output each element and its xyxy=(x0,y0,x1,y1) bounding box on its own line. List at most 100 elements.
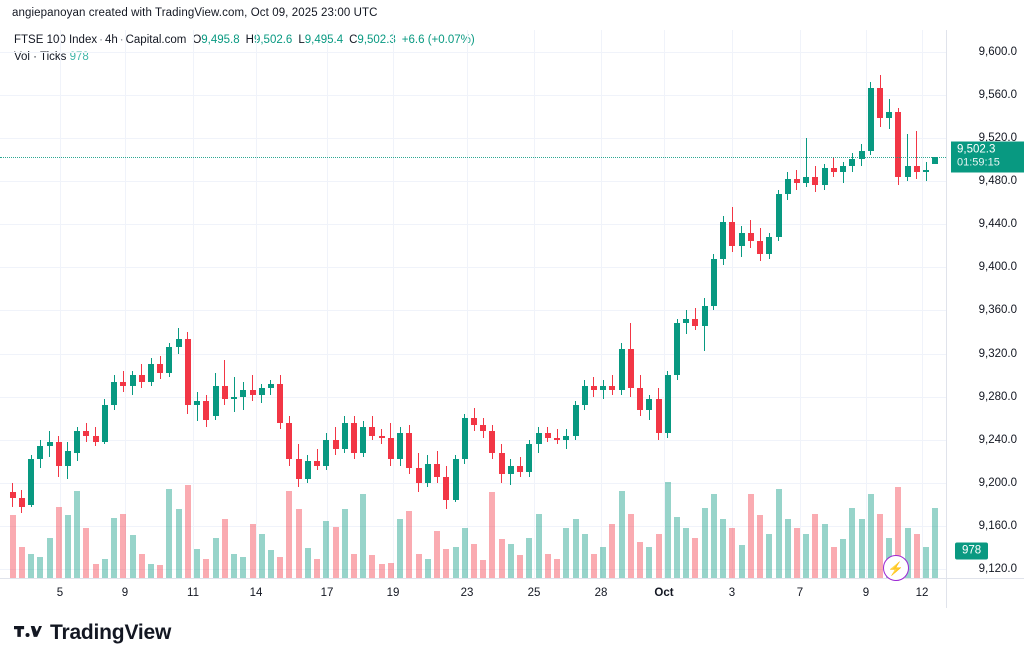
candlestick xyxy=(849,30,856,578)
candlestick xyxy=(277,30,284,578)
volume-bar xyxy=(692,538,699,578)
candlestick xyxy=(74,30,81,578)
volume-bar xyxy=(720,519,727,578)
chart-plot-area[interactable] xyxy=(0,30,946,578)
candle-body xyxy=(83,431,90,436)
candlestick xyxy=(434,30,441,578)
legend-exchange[interactable]: Capital.com xyxy=(125,34,187,46)
vertical-gridline xyxy=(327,30,328,578)
horizontal-gridline xyxy=(0,94,946,96)
current-price-badge[interactable]: 9,502.3 01:59:15 xyxy=(951,141,1024,173)
legend-main-row: FTSE 100 Index · 4h · Capital.com O9,495.8 H9,… xyxy=(14,34,475,46)
candle-body xyxy=(397,433,404,460)
volume-bar xyxy=(812,513,819,578)
candle-body xyxy=(314,461,321,466)
candle-body xyxy=(249,390,256,395)
volume-bar xyxy=(923,547,930,578)
candle-body xyxy=(46,442,53,447)
volume-bar xyxy=(351,554,358,578)
candlestick xyxy=(609,30,616,578)
candlestick xyxy=(821,30,828,578)
volume-bar xyxy=(849,508,856,578)
horizontal-gridline xyxy=(0,181,946,183)
candlestick xyxy=(692,30,699,578)
candle-body xyxy=(600,385,607,391)
candlestick xyxy=(452,30,459,578)
time-axis-tick: 5 xyxy=(56,587,64,599)
legend-interval[interactable]: 4h xyxy=(104,34,118,46)
volume-bar xyxy=(18,547,25,578)
candle-body xyxy=(277,383,284,423)
horizontal-gridline xyxy=(0,224,946,226)
volume-bar xyxy=(867,493,874,578)
candle-body xyxy=(498,452,505,475)
candlestick xyxy=(258,30,265,578)
candlestick xyxy=(471,30,477,578)
lightning-bolt-icon[interactable]: ⚡ xyxy=(883,555,909,581)
price-axis-tick: 9,240.0 xyxy=(978,433,1017,446)
candle-body xyxy=(517,465,524,473)
bolt-glyph: ⚡ xyxy=(887,560,905,576)
candlestick xyxy=(517,30,524,578)
candlestick xyxy=(83,30,90,578)
candle-body xyxy=(526,444,533,473)
candle-body xyxy=(655,398,662,434)
tradingview-logo[interactable]: TradingView xyxy=(14,621,171,645)
candle-wick xyxy=(316,448,318,471)
volume-bar xyxy=(489,492,496,578)
vertical-gridline xyxy=(922,30,923,578)
candle-body xyxy=(554,437,561,440)
volume-bar xyxy=(249,523,256,578)
volume-bar xyxy=(443,549,450,578)
candle-body xyxy=(701,306,708,326)
candlestick xyxy=(64,30,71,578)
candle-body xyxy=(258,388,265,395)
candlestick xyxy=(895,30,902,578)
legend-volume-label[interactable]: Vol · Ticks xyxy=(14,51,67,63)
candle-body xyxy=(480,424,487,432)
horizontal-gridline xyxy=(0,267,946,269)
volume-bar xyxy=(314,559,321,578)
legend-symbol[interactable]: FTSE 100 Index xyxy=(14,34,98,46)
candle-body xyxy=(618,349,625,391)
candlestick xyxy=(138,30,145,578)
vertical-gridline xyxy=(866,30,867,578)
volume-bar xyxy=(498,539,505,578)
volume-value-badge[interactable]: 978 xyxy=(955,542,989,560)
candle-body xyxy=(55,442,62,466)
volume-bar xyxy=(683,528,690,578)
volume-bar xyxy=(203,559,210,578)
volume-bar xyxy=(757,515,764,578)
candle-wick xyxy=(252,375,254,402)
time-axis[interactable]: 5 9 11 14 17 19 23 25 28 Oct 3 7 9 12 xyxy=(0,578,946,609)
volume-bar xyxy=(803,533,810,578)
candlestick xyxy=(710,30,717,578)
candlestick xyxy=(590,30,597,578)
volume-bar xyxy=(221,519,228,578)
candlestick xyxy=(443,30,450,578)
time-axis-tick: 12 xyxy=(915,587,929,599)
candle-body xyxy=(895,111,902,177)
candlestick xyxy=(129,30,136,578)
volume-bar xyxy=(83,528,90,578)
candlestick xyxy=(415,30,422,578)
candlestick xyxy=(397,30,404,578)
candle-body xyxy=(92,435,99,443)
volume-bar xyxy=(258,533,265,578)
candle-body xyxy=(221,385,228,399)
candle-body xyxy=(295,459,302,479)
candlestick xyxy=(793,30,800,578)
candle-body xyxy=(840,165,847,173)
volume-bar xyxy=(378,563,385,578)
candle-body xyxy=(434,463,441,477)
candlestick xyxy=(249,30,256,578)
candlestick xyxy=(212,30,219,578)
volume-bar xyxy=(92,564,99,578)
legend-high-value: 9,502.6 xyxy=(253,34,293,46)
time-axis-tick: 23 xyxy=(460,587,474,599)
candle-body xyxy=(406,433,413,468)
candlestick xyxy=(424,30,431,578)
price-axis[interactable]: 9,600.0 9,560.0 9,520.0 9,480.0 9,440.0 9,400… xyxy=(946,30,1024,578)
candlestick xyxy=(867,30,874,578)
